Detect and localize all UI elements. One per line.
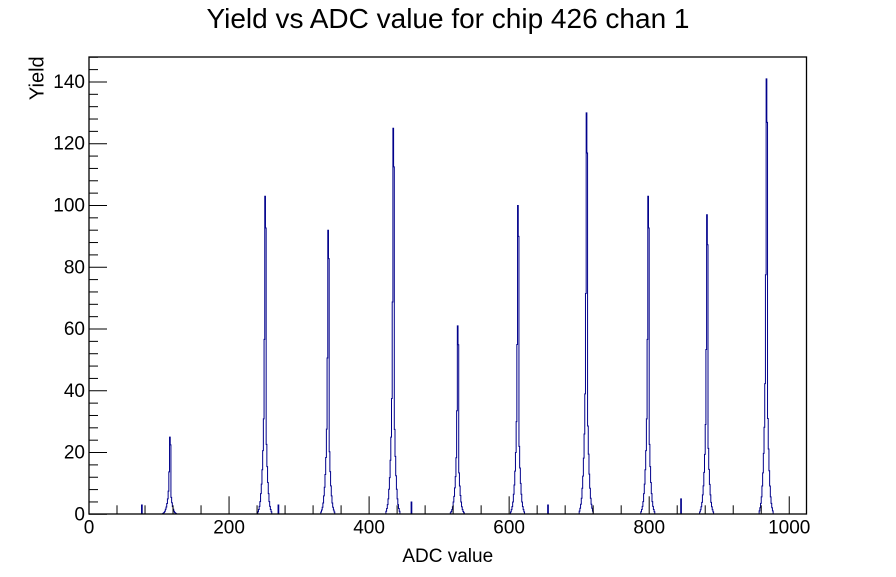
svg-text:800: 800 — [633, 517, 665, 538]
svg-text:140: 140 — [53, 72, 85, 93]
svg-text:20: 20 — [64, 443, 85, 464]
svg-text:100: 100 — [53, 195, 85, 216]
svg-text:60: 60 — [64, 319, 85, 340]
svg-text:400: 400 — [353, 517, 385, 538]
svg-text:120: 120 — [53, 134, 85, 155]
svg-text:600: 600 — [493, 517, 525, 538]
svg-text:ADC value: ADC value — [402, 546, 493, 567]
svg-text:200: 200 — [213, 517, 245, 538]
svg-text:80: 80 — [64, 257, 85, 278]
svg-text:40: 40 — [64, 381, 85, 402]
svg-text:1000: 1000 — [768, 517, 810, 538]
svg-text:0: 0 — [84, 517, 95, 538]
svg-text:Yield: Yield — [27, 56, 49, 100]
svg-text:0: 0 — [74, 504, 85, 525]
